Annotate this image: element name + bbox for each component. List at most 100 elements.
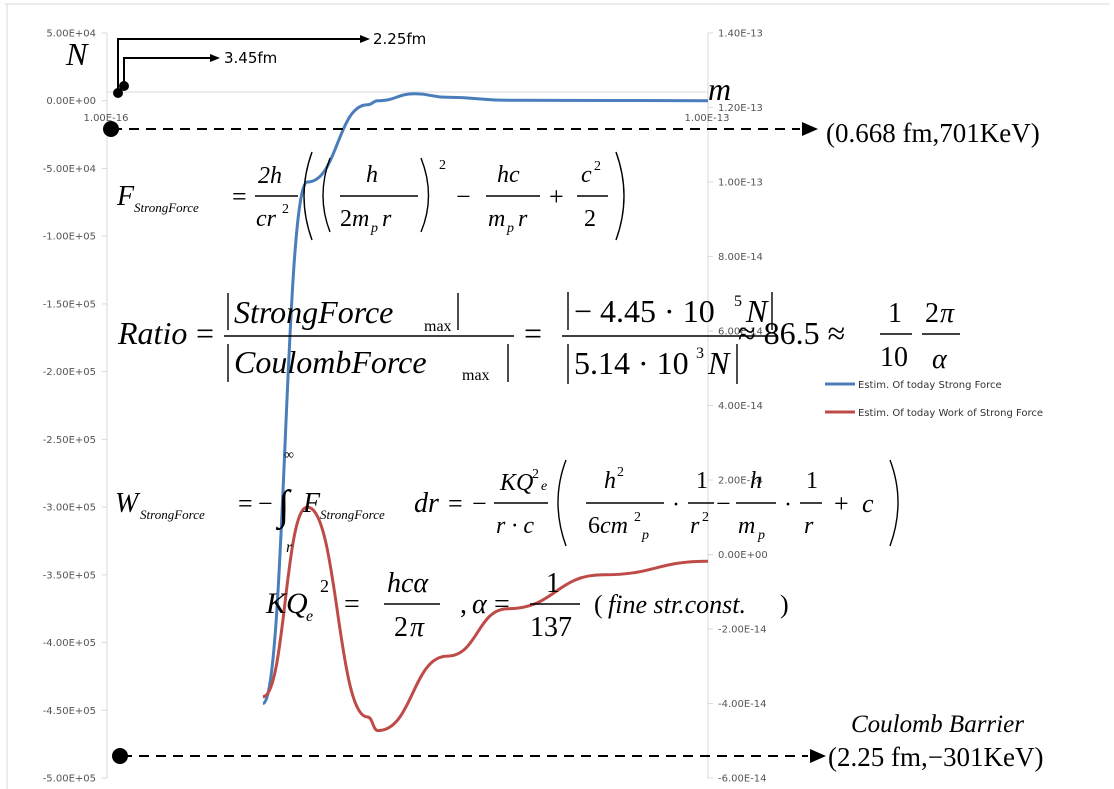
x-tick-label: 1.00E-13: [685, 113, 730, 124]
y-right-tick-label: 1.00E-13: [718, 178, 763, 189]
svg-text:fine str.const.: fine str.const.: [608, 590, 746, 619]
svg-text:e: e: [306, 608, 313, 625]
y-left-tick-label: -4.50E+05: [43, 706, 96, 717]
svg-text:r: r: [382, 206, 392, 232]
svg-text:,: ,: [460, 589, 467, 620]
svg-text:r: r: [690, 513, 700, 539]
x-tick-label: 1.00E-16: [84, 113, 129, 124]
svg-text:max: max: [424, 318, 452, 335]
svg-text:5: 5: [734, 293, 742, 310]
y-left-tick-label: -4.00E+05: [43, 638, 96, 649]
svg-text:3: 3: [696, 345, 704, 362]
svg-text:2: 2: [320, 576, 329, 596]
svg-text:cm: cm: [600, 513, 628, 539]
svg-text:1: 1: [546, 568, 560, 599]
svg-text:1: 1: [696, 468, 708, 494]
svg-text:=: =: [524, 315, 542, 351]
arrow-2-25fm-head: [360, 35, 370, 43]
arrow-2-25fm-line: [117, 38, 362, 93]
svg-text:m: m: [738, 513, 755, 539]
svg-text:r: r: [804, 513, 814, 539]
point-top-marker: [103, 121, 119, 137]
y-right-tick-label: -2.00E-14: [718, 625, 767, 636]
svg-text:2: 2: [617, 465, 624, 480]
svg-text:c: c: [862, 489, 874, 518]
svg-text:2: 2: [282, 202, 289, 217]
point-3-45fm: [119, 81, 129, 91]
svg-text:p: p: [370, 221, 378, 236]
svg-text:p: p: [506, 221, 514, 236]
y-right-tick-label: -4.00E-14: [718, 699, 767, 710]
y-right-tick-label: 0.00E+00: [718, 550, 768, 561]
svg-text:Ratio: Ratio: [117, 315, 187, 351]
y-axis-right-label: m: [708, 71, 731, 107]
svg-text:W: W: [115, 488, 141, 519]
svg-text:137: 137: [530, 612, 572, 643]
svg-text:2: 2: [532, 467, 539, 482]
svg-text:− 4.45 · 10: − 4.45 · 10: [574, 293, 715, 329]
svg-text:π: π: [410, 612, 425, 643]
y-axis-left-label: N: [65, 36, 89, 72]
arrow-2-25fm-label: 2.25fm: [373, 30, 426, 48]
svg-text:2: 2: [340, 206, 352, 232]
y-left-tick-label: -2.50E+05: [43, 435, 96, 446]
svg-text:): ): [780, 590, 789, 619]
y-left-tick-label: -1.50E+05: [43, 299, 96, 310]
svg-text:CoulombForce: CoulombForce: [234, 344, 427, 380]
svg-text:·: ·: [672, 492, 680, 518]
svg-text:=: =: [448, 489, 463, 518]
svg-text:2h: 2h: [258, 163, 282, 189]
y-right-tick-label: 1.40E-13: [718, 29, 763, 40]
y-axis-left-ticks: 5.00E+04 0.00E+00 -5.00E+04 -1.00E+05 -1.50E…: [43, 29, 107, 785]
formula-work: W StrongForce = − ∫ ∞ r F StrongForce dr…: [115, 448, 899, 556]
y-axis-right-ticks: 1.40E-13 1.20E-13 1.00E-13 8.00E-14 6.00E-14…: [708, 29, 768, 785]
legend-label-work: Estim. Of today Work of Strong Force: [858, 408, 1043, 419]
svg-text:α: α: [932, 344, 948, 375]
svg-text:=: =: [232, 182, 247, 211]
svg-text:2: 2: [439, 158, 446, 173]
point-top-label: (0.668 fm,701KeV): [826, 118, 1040, 148]
y-left-tick-label: -5.00E+05: [43, 774, 96, 785]
svg-text:5.14 · 10: 5.14 · 10: [574, 345, 689, 381]
y-right-tick-label: 4.00E-14: [718, 401, 763, 412]
svg-text:hcα: hcα: [387, 568, 429, 599]
y-left-tick-label: -1.00E+05: [43, 232, 96, 243]
svg-text:F: F: [116, 181, 135, 212]
y-right-tick-label: 6.00E-14: [718, 327, 763, 338]
svg-text:−: −: [258, 489, 273, 518]
svg-text:2: 2: [584, 206, 596, 232]
y-left-tick-label: -3.00E+05: [43, 503, 96, 514]
dashed-arrow-top-head: [802, 122, 818, 136]
x-axis-ticks: 1.00E-16 1.00E-13: [84, 113, 730, 124]
svg-text:cr: cr: [256, 206, 277, 232]
legend: Estim. Of today Strong Force Estim. Of t…: [825, 380, 1043, 419]
point-bottom-label: (2.25 fm,−301KeV): [828, 742, 1043, 772]
svg-text:StrongForce: StrongForce: [140, 507, 205, 522]
svg-text:max: max: [462, 367, 490, 384]
annotation-arrows: [117, 38, 362, 93]
formula-strong-force: F StrongForce = 2h cr 2 h 2 m p r 2 − hc…: [116, 151, 625, 241]
arrow-3-45fm-line: [123, 57, 212, 86]
svg-text:∫: ∫: [275, 483, 292, 531]
svg-text:c: c: [581, 162, 592, 188]
svg-text:≈ 86.5 ≈: ≈ 86.5 ≈: [738, 315, 845, 351]
svg-text:StrongForce: StrongForce: [234, 294, 393, 330]
svg-text:2: 2: [925, 298, 939, 329]
svg-text:6: 6: [588, 513, 600, 539]
svg-text:2: 2: [634, 510, 641, 525]
svg-text:∞: ∞: [284, 448, 294, 463]
svg-text:h: h: [366, 162, 378, 188]
series-layer: [261, 92, 709, 733]
y-left-tick-label: -2.00E+05: [43, 367, 96, 378]
svg-text:KQ: KQ: [265, 587, 308, 620]
svg-text:·: ·: [784, 492, 792, 518]
svg-text:r: r: [518, 206, 528, 232]
svg-text:1: 1: [806, 468, 818, 494]
y-right-tick-label: 8.00E-14: [718, 252, 763, 263]
svg-text:p: p: [757, 528, 765, 543]
svg-text:2: 2: [594, 159, 601, 174]
svg-text:hc: hc: [497, 162, 520, 188]
svg-text:N: N: [745, 293, 769, 329]
svg-text:e: e: [541, 479, 547, 494]
